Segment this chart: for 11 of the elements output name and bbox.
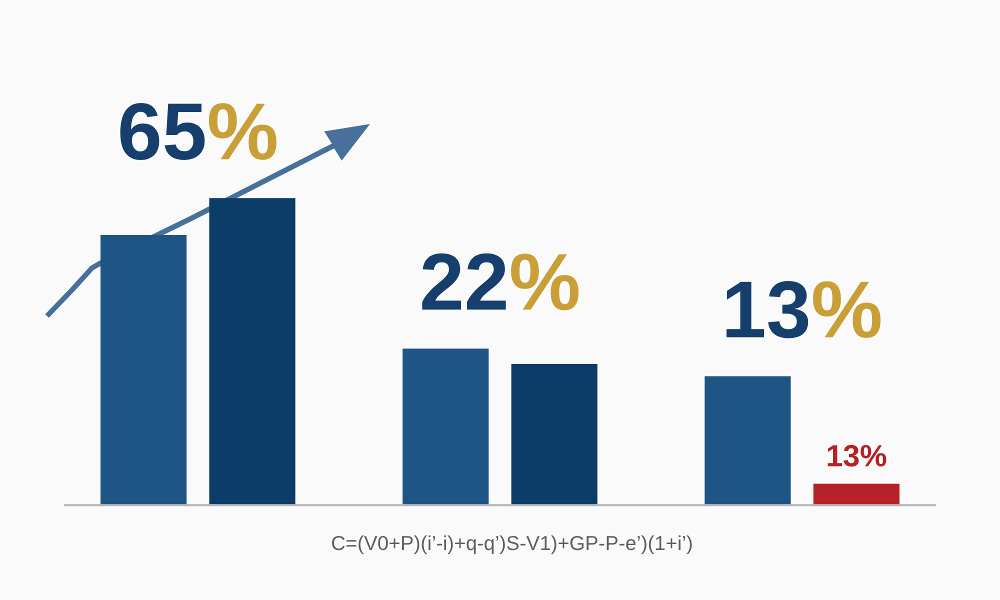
text: C=(V0+P)(i’-i)+q-q’)S-V1)+GP-P-e’)(1+i’) [332, 535, 692, 554]
annotation: 13% [828, 444, 886, 467]
bar [209, 198, 296, 506]
bar [100, 235, 187, 506]
text: 65% [120, 102, 276, 160]
annotation: 13% [726, 281, 881, 338]
bar [402, 348, 489, 506]
bar [704, 376, 791, 506]
annotation: 22% [422, 253, 579, 310]
bar [813, 484, 900, 506]
bar [511, 364, 598, 506]
